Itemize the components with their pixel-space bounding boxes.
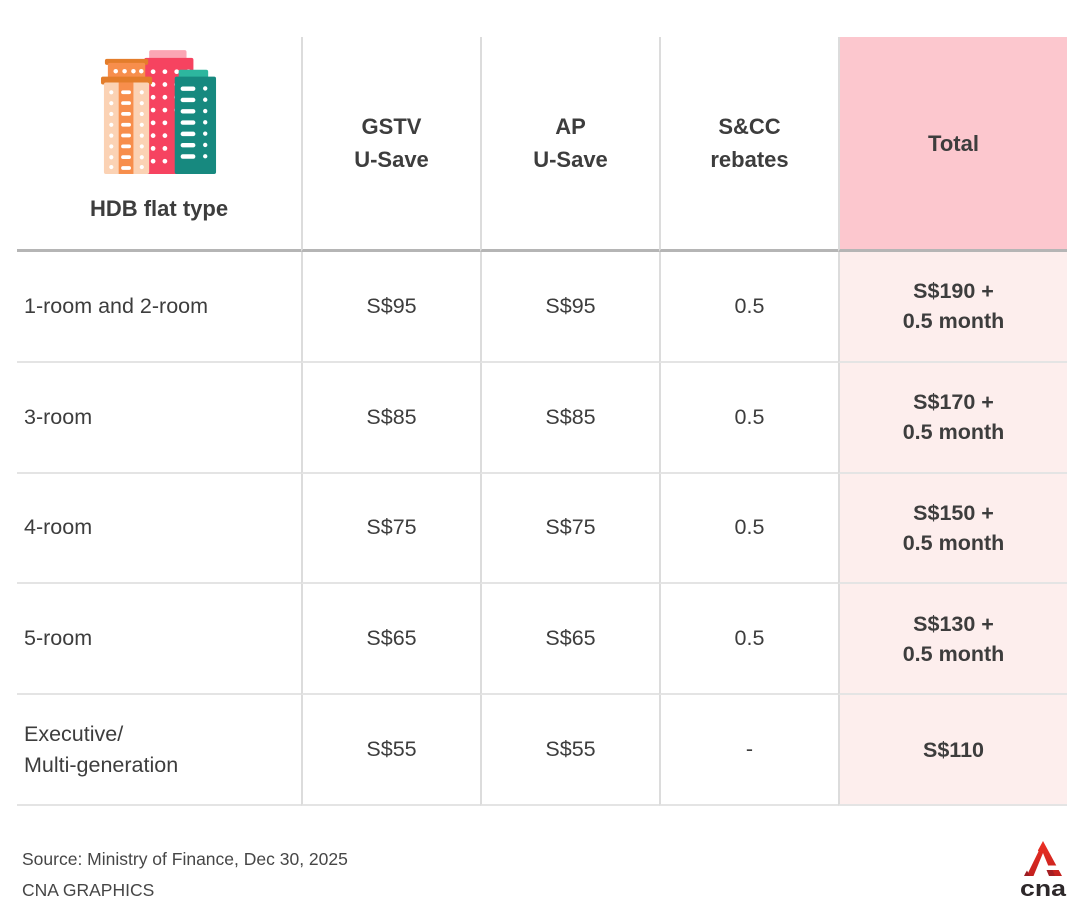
- header-gstv-usave: GSTV U-Save: [301, 37, 480, 252]
- scc-rebates-cell: 0.5: [659, 362, 838, 474]
- ap-usave-cell: S$95: [480, 252, 659, 363]
- scc-rebates-cell: 0.5: [659, 473, 838, 585]
- rebates-table: HDB flat type GSTV U-Save AP U-Save S&CC…: [17, 37, 1067, 806]
- gstv-usave-cell: S$65: [301, 584, 480, 696]
- cna-logo: cna: [1019, 840, 1067, 905]
- total-cell: S$110: [838, 695, 1067, 806]
- cna-logo-text: cna: [1020, 876, 1067, 900]
- gstv-usave-cell: S$95: [301, 252, 480, 363]
- total-cell: S$130 + 0.5 month: [838, 584, 1067, 696]
- flat-type-cell: 3-room: [17, 363, 301, 474]
- flat-type-cell: 1-room and 2-room: [17, 252, 301, 363]
- ap-usave-cell: S$75: [480, 473, 659, 585]
- scc-rebates-cell: -: [659, 695, 838, 806]
- credit-text: CNA GRAPHICS: [22, 880, 155, 900]
- header-ap-usave: AP U-Save: [480, 37, 659, 252]
- header-total: Total: [838, 37, 1067, 252]
- gstv-usave-cell: S$55: [301, 695, 480, 806]
- scc-rebates-cell: 0.5: [659, 252, 838, 363]
- total-cell: S$150 + 0.5 month: [838, 473, 1067, 585]
- hdb-buildings-icon: [100, 17, 218, 185]
- ap-usave-cell: S$85: [480, 362, 659, 474]
- total-cell: S$190 + 0.5 month: [838, 252, 1067, 363]
- flat-type-cell: Executive/ Multi-generation: [17, 695, 301, 806]
- source-text: Source: Ministry of Finance, Dec 30, 202…: [22, 849, 348, 869]
- flat-type-header-label: HDB flat type: [89, 196, 229, 221]
- ap-usave-cell: S$55: [480, 695, 659, 806]
- scc-rebates-cell: 0.5: [659, 584, 838, 696]
- flat-type-cell: 5-room: [17, 584, 301, 696]
- header-scc-rebates: S&CC rebates: [659, 37, 838, 252]
- cna-logo-mark: [1022, 841, 1062, 876]
- header-flat-type: HDB flat type: [17, 37, 301, 252]
- footer: Source: Ministry of Finance, Dec 30, 202…: [22, 844, 348, 906]
- flat-type-cell: 4-room: [17, 474, 301, 585]
- total-cell: S$170 + 0.5 month: [838, 362, 1067, 474]
- gstv-usave-cell: S$75: [301, 473, 480, 585]
- gstv-usave-cell: S$85: [301, 362, 480, 474]
- ap-usave-cell: S$65: [480, 584, 659, 696]
